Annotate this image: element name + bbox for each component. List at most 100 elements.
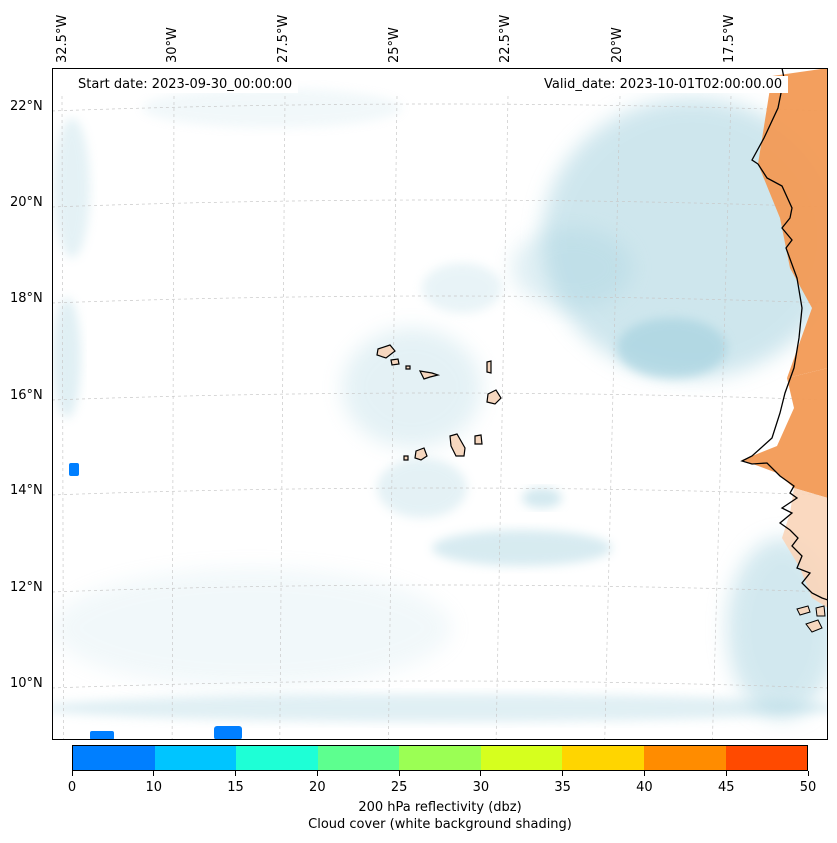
colorbar-tick — [71, 771, 73, 776]
colorbar-tick-label: 15 — [227, 780, 244, 795]
coastal-reflectivity — [758, 68, 828, 378]
colorbar-segment — [725, 746, 808, 770]
colorbar-tick-label: 45 — [717, 780, 735, 795]
reflectivity-colorbar — [72, 745, 808, 771]
land-reflectivity-shading — [742, 68, 828, 608]
coastal-reflectivity — [742, 368, 828, 498]
cloud-patch — [542, 98, 828, 378]
colorbar-segment — [317, 746, 400, 770]
cloud-patch — [432, 530, 612, 566]
colorbar-segment — [399, 746, 481, 770]
latitude-label: 18°N — [10, 291, 43, 306]
meridian-line — [388, 95, 398, 740]
cloud-patch — [422, 263, 502, 313]
coastal-island — [815, 605, 826, 617]
parallel-line — [52, 392, 828, 401]
longitude-label: 27.5°W — [276, 14, 291, 63]
colorbar-segment — [73, 746, 155, 770]
start-date-label: Start date: 2023-09-30_00:00:00 — [72, 76, 299, 93]
cloud-patch — [342, 328, 482, 448]
cloud-patch — [617, 318, 727, 378]
colorbar-tick — [235, 771, 237, 776]
colorbar-tick-label: 50 — [799, 780, 817, 795]
cape-verde-islands — [376, 344, 502, 461]
coastal-reflectivity-light — [782, 488, 828, 608]
colorbar-segment — [562, 746, 644, 770]
colorbar-label-secondary: Cloud cover (white background shading) — [308, 817, 572, 832]
colorbar-tick — [480, 771, 482, 776]
cloud-patch — [522, 488, 562, 508]
colorbar-tick — [562, 771, 564, 776]
coastal-islands — [796, 605, 826, 633]
parallel-line — [52, 680, 828, 689]
island-fogo — [414, 447, 428, 461]
colorbar-segment — [236, 746, 318, 770]
cloud-cover-shading — [52, 88, 828, 722]
parallel-line — [52, 487, 828, 496]
cloud-patch — [52, 568, 452, 688]
colorbar-tick-label: 0 — [67, 780, 77, 795]
island-santa-luzia — [405, 365, 411, 370]
colorbar-label-primary: 200 hPa reflectivity (dbz) — [358, 800, 522, 815]
reflectivity-cell — [90, 731, 114, 740]
meridian-line — [495, 95, 509, 740]
cloud-patch — [54, 118, 90, 258]
colorbar-tick-label: 20 — [309, 780, 326, 795]
parallel-line — [52, 103, 828, 112]
valid-date-label: Valid_date: 2023-10-01T02:00:00.00 — [538, 76, 789, 93]
colorbar-tick — [153, 771, 155, 776]
latitude-label: 16°N — [10, 388, 43, 403]
island-brava — [403, 455, 409, 461]
island-santo-antao — [376, 344, 396, 359]
colorbar-tick-label: 30 — [472, 780, 490, 795]
colorbar-tick-label: 25 — [390, 780, 408, 795]
longitude-label: 32.5°W — [55, 14, 70, 63]
coastal-island — [796, 605, 811, 616]
island-sao-nicolau — [418, 370, 441, 380]
island-sal — [486, 360, 492, 374]
reflectivity-cell — [69, 463, 79, 476]
colorbar-tick-label: 35 — [554, 780, 571, 795]
colorbar-segment — [643, 746, 726, 770]
latitude-label: 22°N — [10, 99, 43, 114]
cloud-patch — [512, 228, 632, 308]
longitude-label: 20°W — [610, 27, 625, 63]
parallel-line — [52, 295, 828, 304]
cloud-patch — [52, 694, 828, 722]
latitude-label: 14°N — [10, 483, 43, 498]
colorbar-tick — [316, 771, 318, 776]
latitude-label: 20°N — [10, 195, 43, 210]
colorbar-tick — [643, 771, 645, 776]
reflectivity-cells — [69, 463, 242, 740]
meridian-line — [279, 95, 286, 740]
map-panel — [52, 68, 828, 740]
meridian-line — [712, 95, 732, 740]
latitude-label: 12°N — [10, 580, 43, 595]
cloud-patch — [53, 298, 81, 418]
longitude-label: 17.5°W — [722, 14, 737, 63]
parallel-line — [52, 199, 828, 208]
colorbar-tick-label: 10 — [145, 780, 163, 795]
meridian-line — [61, 95, 64, 740]
island-maio — [474, 434, 483, 445]
reflectivity-cell — [214, 726, 242, 740]
graticule — [52, 95, 828, 740]
island-boa-vista — [486, 389, 502, 405]
cloud-patch — [377, 458, 467, 518]
longitude-label: 25°W — [387, 27, 402, 63]
colorbar-tick — [725, 771, 727, 776]
colorbar-tick-label: 40 — [636, 780, 653, 795]
map-frame — [52, 68, 828, 740]
meridian-line — [604, 95, 621, 740]
longitude-label: 30°W — [165, 27, 180, 63]
cloud-patch — [142, 88, 402, 128]
meridian-line — [171, 95, 175, 740]
colorbar-segment — [480, 746, 563, 770]
colorbar-tick — [398, 771, 400, 776]
colorbar-segment — [154, 746, 237, 770]
island-santiago — [449, 433, 466, 457]
island-sao-vicente — [390, 358, 400, 366]
longitude-label: 22.5°W — [498, 14, 513, 63]
colorbar-tick — [807, 771, 809, 776]
